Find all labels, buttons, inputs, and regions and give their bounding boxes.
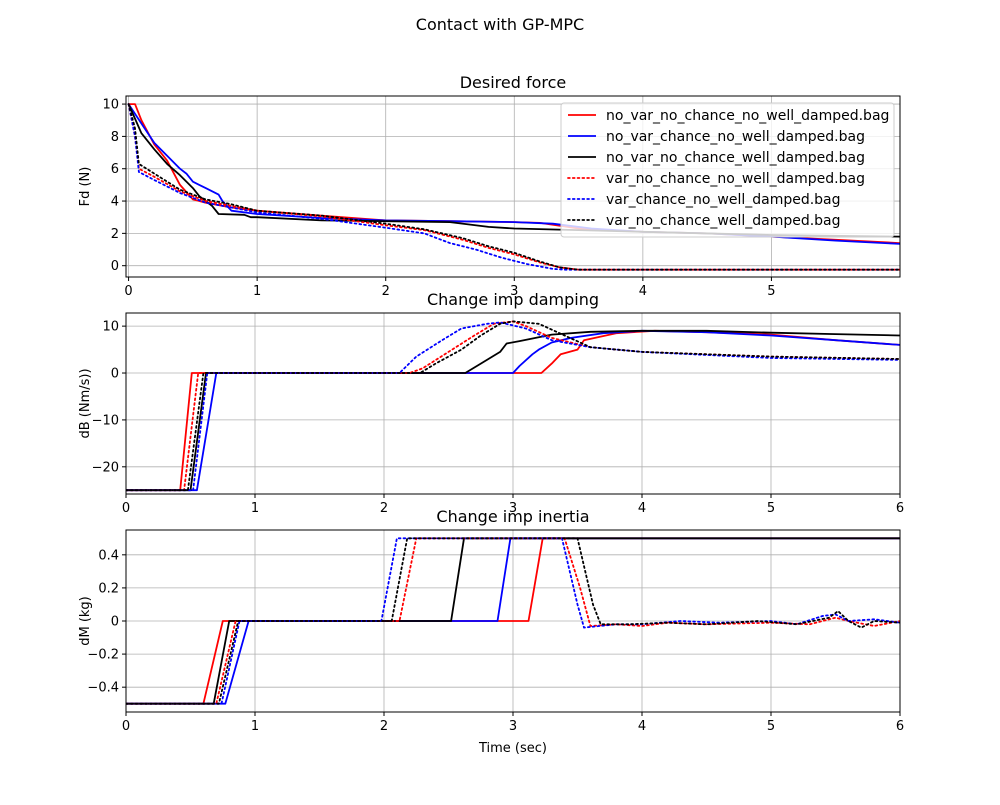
series-line-no-var-no-chance-well-damped <box>127 103 900 238</box>
change-imp-inertia-xlabel: Time (sec) <box>478 741 547 756</box>
x-tick-label: 4 <box>638 719 646 734</box>
change-imp-damping-title: Change imp damping <box>427 290 599 309</box>
x-tick-label: 0 <box>124 284 132 299</box>
y-tick-label: 10 <box>102 98 119 113</box>
x-tick-label: 2 <box>380 719 388 734</box>
x-tick-label: 6 <box>896 501 904 516</box>
y-tick-label: −0.2 <box>87 648 119 663</box>
x-tick-label: 0 <box>122 719 130 734</box>
panel-change-imp-damping: 0 1 2 3 4 5 6 −20 −10 0 10 Change imp damping dB (Nm… <box>78 290 904 516</box>
y-tick-label: 8 <box>111 130 119 145</box>
legend-entry: var_chance_no_well_damped.bag <box>606 192 841 208</box>
legend-entry: var_no_chance_no_well_damped.bag <box>606 171 865 187</box>
y-tick-label: 4 <box>111 195 119 210</box>
x-tick-label: 0 <box>122 501 130 516</box>
legend-entry: no_var_no_chance_well_damped.bag <box>606 150 865 166</box>
change-imp-inertia-title: Change imp inertia <box>436 507 589 526</box>
legend-box <box>560 102 895 238</box>
y-tick-label: 0.4 <box>98 548 119 563</box>
y-tick-label: −10 <box>92 413 119 428</box>
y-tick-label: 10 <box>102 320 119 335</box>
x-tick-label: 1 <box>253 284 261 299</box>
desired-force-ylabel: Fd (N) <box>78 167 93 207</box>
x-tick-label: 3 <box>509 501 517 516</box>
x-tick-label: 6 <box>896 719 904 734</box>
x-tick-label: 5 <box>767 719 775 734</box>
x-tick-label: 3 <box>510 284 518 299</box>
series-line-var-no-chance-well-damped <box>126 537 900 705</box>
series-line-var-no-chance-well-damped <box>127 103 900 271</box>
desired-force-axes-frame <box>125 95 901 278</box>
x-tick-label: 1 <box>251 719 259 734</box>
y-tick-label: 0 <box>111 259 119 274</box>
x-tick-label: 4 <box>639 284 647 299</box>
x-tick-label: 2 <box>380 501 388 516</box>
x-tick-label: 5 <box>767 284 775 299</box>
x-tick-label: 2 <box>382 284 390 299</box>
change-imp-inertia-series-group <box>126 537 900 705</box>
y-tick-label: 0 <box>111 367 119 382</box>
y-tick-label: 2 <box>111 227 119 242</box>
series-line-var-no-chance-well-damped <box>126 320 900 492</box>
series-line-var-no-chance-no-well-damped <box>127 103 900 271</box>
x-tick-label: 3 <box>509 719 517 734</box>
legend: no_var_no_chance_no_well_damped.bag no_va… <box>560 102 895 238</box>
x-tick-label: 5 <box>767 501 775 516</box>
change-imp-damping-ylabel: dB (Nm/s)) <box>78 368 93 438</box>
panel-change-imp-inertia: 0 1 2 3 4 5 6 −0.4 −0.2 0 0.2 0.4 Change imp inertia… <box>78 507 904 756</box>
y-tick-label: 6 <box>111 162 119 177</box>
panel-desired-force: 0 1 2 3 4 5 0 2 4 6 8 10 Desired force Fd (N) no_var_n… <box>78 73 901 299</box>
legend-entry: no_var_no_chance_no_well_damped.bag <box>606 108 889 124</box>
y-tick-label: −20 <box>92 460 119 475</box>
y-tick-label: 0.2 <box>98 581 119 596</box>
y-tick-label: −0.4 <box>87 681 119 696</box>
change-imp-damping-series-group <box>126 320 900 492</box>
y-tick-label: 0 <box>111 615 119 630</box>
x-tick-label: 1 <box>251 501 259 516</box>
x-tick-label: 4 <box>638 501 646 516</box>
legend-entry: var_no_chance_well_damped.bag <box>606 213 841 229</box>
change-imp-inertia-ylabel: dM (kg) <box>78 596 93 646</box>
desired-force-title: Desired force <box>460 73 567 92</box>
figure-title: Contact with GP-MPC <box>416 15 584 34</box>
legend-entry: no_var_chance_no_well_damped.bag <box>606 129 865 145</box>
